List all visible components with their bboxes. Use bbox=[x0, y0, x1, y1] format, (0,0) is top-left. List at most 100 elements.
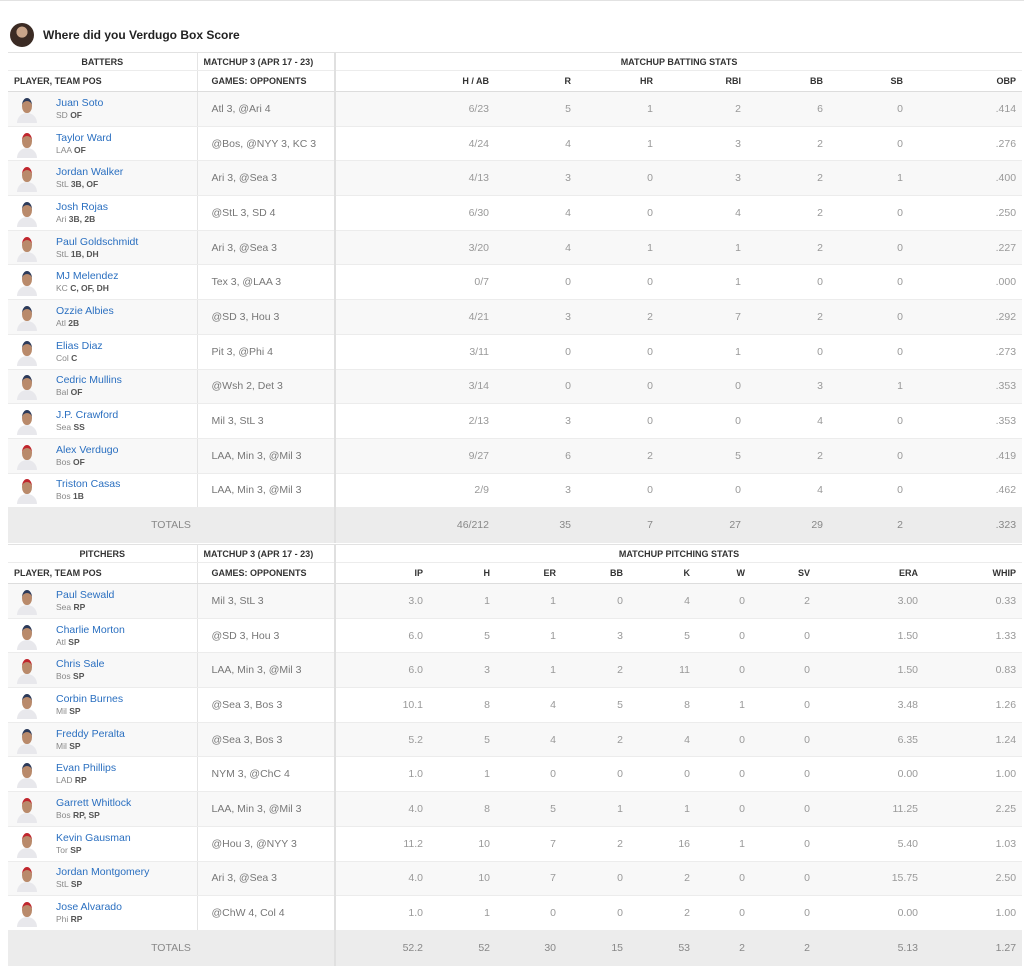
player-row: Ozzie Albies Atl 2B @SD 3, Hou 3 4/21 3 2 7 2 0.… bbox=[8, 299, 1023, 335]
team: StL bbox=[56, 179, 69, 190]
player-info: Ozzie Albies Atl 2B bbox=[56, 305, 114, 329]
player: Chris Sale Bos SP bbox=[14, 656, 191, 685]
player: Alex Verdugo Bos OF bbox=[14, 442, 191, 470]
player-name: MJ Melendez bbox=[56, 270, 119, 283]
position: SS bbox=[73, 422, 85, 433]
player: Josh Rojas Ari 3B, 2B bbox=[14, 199, 191, 227]
stat-cell: 7 bbox=[659, 299, 747, 335]
stat-cell: 4 bbox=[496, 722, 562, 758]
stat-cell: 1 bbox=[577, 230, 659, 266]
player-cell: Alex Verdugo Bos OF bbox=[8, 438, 198, 474]
column-header: SV bbox=[751, 562, 816, 584]
team: Atl bbox=[56, 317, 66, 328]
total-stat: 53 bbox=[629, 930, 696, 966]
stat-cell: 0 bbox=[751, 652, 816, 689]
headshot bbox=[14, 656, 40, 685]
page-title: Where did you Verdugo Box Score bbox=[43, 28, 240, 42]
player-row: Josh Rojas Ari 3B, 2B @StL 3, SD 4 6/30 4 0 4 2… bbox=[8, 195, 1023, 231]
total-stat: .323 bbox=[909, 507, 1023, 543]
stat-cell: 0 bbox=[659, 473, 747, 509]
stat-cell: 2 bbox=[629, 861, 696, 897]
headshot bbox=[14, 726, 40, 754]
player: Paul Goldschmidt StL 1B, DH bbox=[14, 234, 191, 262]
player-name: Cedric Mullins bbox=[56, 374, 122, 387]
total-stat: 2 bbox=[751, 930, 816, 966]
team: LAD bbox=[56, 775, 73, 786]
batters-table: BATTERS MATCHUP 3 (APR 17 - 23) MATCHUP BA… bbox=[8, 52, 1023, 543]
stat-cell: 0.83 bbox=[924, 652, 1023, 689]
player-cell: Elias Diaz Col C bbox=[8, 334, 198, 370]
opponents-cell: @Sea 3, Bos 3 bbox=[197, 687, 336, 723]
position: SP bbox=[69, 705, 81, 716]
player-name: Charlie Morton bbox=[56, 623, 125, 636]
total-stat: 27 bbox=[659, 507, 747, 543]
player-name: Ozzie Albies bbox=[56, 304, 114, 317]
stat-cell: 0 bbox=[562, 861, 629, 897]
headshot bbox=[14, 476, 40, 505]
player-cell: Evan Phillips LAD RP bbox=[8, 756, 198, 793]
stat-cell: 0 bbox=[751, 722, 816, 758]
stat-cell: 2 bbox=[659, 91, 747, 127]
player-name: Chris Sale bbox=[56, 658, 105, 671]
opponents-cell: Mil 3, StL 3 bbox=[197, 583, 336, 619]
team-pos: Bos SP bbox=[56, 671, 104, 682]
position: SP bbox=[69, 740, 81, 751]
stat-cell: 1 bbox=[696, 687, 751, 723]
totals-row: TOTALS 46/212 35 7 27 29 2.323 bbox=[8, 507, 1023, 543]
player-row: Jose Alvarado Phi RP @ChW 4, Col 4 1.0 1 0 0 2 0… bbox=[8, 895, 1023, 931]
player-cell: Jordan Montgomery StL SP bbox=[8, 861, 198, 897]
stat-cell: 0 bbox=[829, 230, 909, 266]
opponents-cell: @Sea 3, Bos 3 bbox=[197, 722, 336, 758]
team-pos: Bos OF bbox=[56, 457, 118, 468]
team-pos: StL 3B, OF bbox=[56, 179, 123, 190]
stat-cell: 6.0 bbox=[335, 618, 429, 654]
stat-cell: 0 bbox=[696, 583, 751, 619]
position: RP, SP bbox=[73, 809, 100, 820]
stat-cell: 0.00 bbox=[816, 756, 924, 793]
team: Bos bbox=[56, 809, 71, 820]
stat-cell: 1 bbox=[829, 160, 909, 197]
column-header: W bbox=[696, 562, 751, 584]
stat-cell: 0 bbox=[495, 264, 577, 301]
group-header: MATCHUP 3 (APR 17 - 23) bbox=[197, 544, 336, 563]
player-name: Corbin Burnes bbox=[56, 692, 124, 705]
player-cell: Ozzie Albies Atl 2B bbox=[8, 299, 198, 335]
stat-cell: 3 bbox=[429, 652, 496, 689]
player: Charlie Morton Atl SP bbox=[14, 622, 191, 650]
player-cell: Garrett Whitlock Bos RP, SP bbox=[8, 791, 198, 827]
position: RP bbox=[74, 775, 87, 786]
opponents-cell: @SD 3, Hou 3 bbox=[197, 299, 336, 335]
opponents-cell: LAA, Min 3, @Mil 3 bbox=[197, 438, 336, 474]
player-cell: Taylor Ward LAA OF bbox=[8, 126, 198, 162]
team: Bos bbox=[56, 671, 71, 682]
table-body: PITCHERS MATCHUP 3 (APR 17 - 23) MATCHUP P… bbox=[8, 544, 1023, 966]
player-row: Charlie Morton Atl SP @SD 3, Hou 3 6.0 5 1 3 5 0… bbox=[8, 618, 1023, 654]
opponents-cell: @SD 3, Hou 3 bbox=[197, 618, 336, 654]
stat-cell: 2/13 bbox=[335, 403, 495, 439]
player: Triston Casas Bos 1B bbox=[14, 476, 191, 505]
stat-cell: 10 bbox=[429, 826, 496, 862]
total-stat: 29 bbox=[747, 507, 829, 543]
stat-cell: 0.00 bbox=[816, 895, 924, 931]
stat-cell: 3.48 bbox=[816, 687, 924, 723]
team-pos: Sea RP bbox=[56, 602, 114, 613]
title-row: Where did you Verdugo Box Score bbox=[10, 23, 240, 47]
column-header: R bbox=[495, 70, 577, 92]
column-header: BB bbox=[747, 70, 829, 92]
player-name: Evan Phillips bbox=[56, 762, 117, 775]
player-info: Chris Sale Bos SP bbox=[56, 658, 104, 682]
stat-cell: 1 bbox=[659, 264, 747, 301]
stat-cell: 0 bbox=[496, 756, 562, 793]
headshot bbox=[14, 691, 40, 719]
player-cell: Corbin Burnes Mil SP bbox=[8, 687, 198, 723]
stat-cell: 0 bbox=[751, 895, 816, 931]
player-info: Kevin Gausman Tor SP bbox=[56, 832, 131, 856]
team-pos: StL SP bbox=[56, 879, 149, 890]
player-row: Juan Soto SD OF Atl 3, @Ari 4 6/23 5 1 2 6 0.414 bbox=[8, 91, 1023, 127]
player-name: Jordan Montgomery bbox=[56, 866, 150, 879]
stat-cell: 2 bbox=[747, 195, 829, 231]
stat-cell: 3.00 bbox=[816, 583, 924, 619]
stat-cell: 8 bbox=[429, 791, 496, 827]
player-name: Alex Verdugo bbox=[56, 443, 119, 456]
